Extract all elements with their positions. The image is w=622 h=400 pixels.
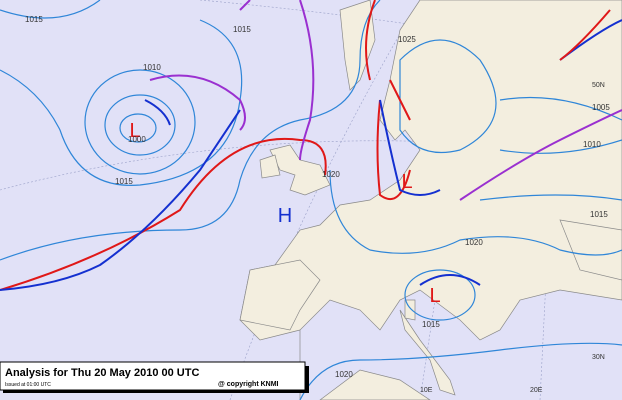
low-center: L — [429, 285, 440, 307]
latitude-label: 30N — [592, 354, 605, 361]
isobar-label: 1020 — [322, 170, 340, 179]
isobar-label: 1015 — [25, 15, 43, 24]
isobar-labels: 1015 1010 1000 1015 1015 1025 1020 1020 … — [25, 15, 610, 379]
longitude-label: 20E — [530, 387, 543, 394]
caption-copyright: @ copyright KNMI — [218, 381, 279, 388]
low-center: L — [401, 171, 412, 193]
isobar-label: 1025 — [398, 35, 416, 44]
land — [239, 0, 622, 400]
isobar-label: 1015 — [115, 177, 133, 186]
isobar-label: 1020 — [465, 238, 483, 247]
caption-title: Analysis for Thu 20 May 2010 00 UTC — [5, 367, 199, 379]
caption-box — [0, 361, 306, 391]
isobar-label: 1015 — [590, 210, 608, 219]
isobar-label: 1010 — [143, 63, 161, 72]
isobar-label: 1020 — [335, 370, 353, 379]
isobar-label: 1015 — [233, 25, 251, 34]
isobar-label: 1015 — [422, 320, 440, 329]
caption: Analysis for Thu 20 May 2010 00 UTC Issu… — [0, 361, 309, 393]
low-center: L — [129, 120, 140, 142]
isobar-label: 1000 — [128, 135, 146, 144]
isobar-label: 1005 — [592, 103, 610, 112]
grid-labels: 50N 30N 10E 20E — [420, 82, 605, 394]
pressure-centers: L H L L — [129, 120, 440, 307]
high-center: H — [278, 205, 292, 227]
longitude-label: 10E — [420, 387, 433, 394]
latitude-label: 50N — [592, 82, 605, 89]
fronts — [0, 0, 622, 291]
isobar-label: 1010 — [583, 140, 601, 149]
caption-issued: Issued at 01:00 UTC — [5, 382, 51, 388]
